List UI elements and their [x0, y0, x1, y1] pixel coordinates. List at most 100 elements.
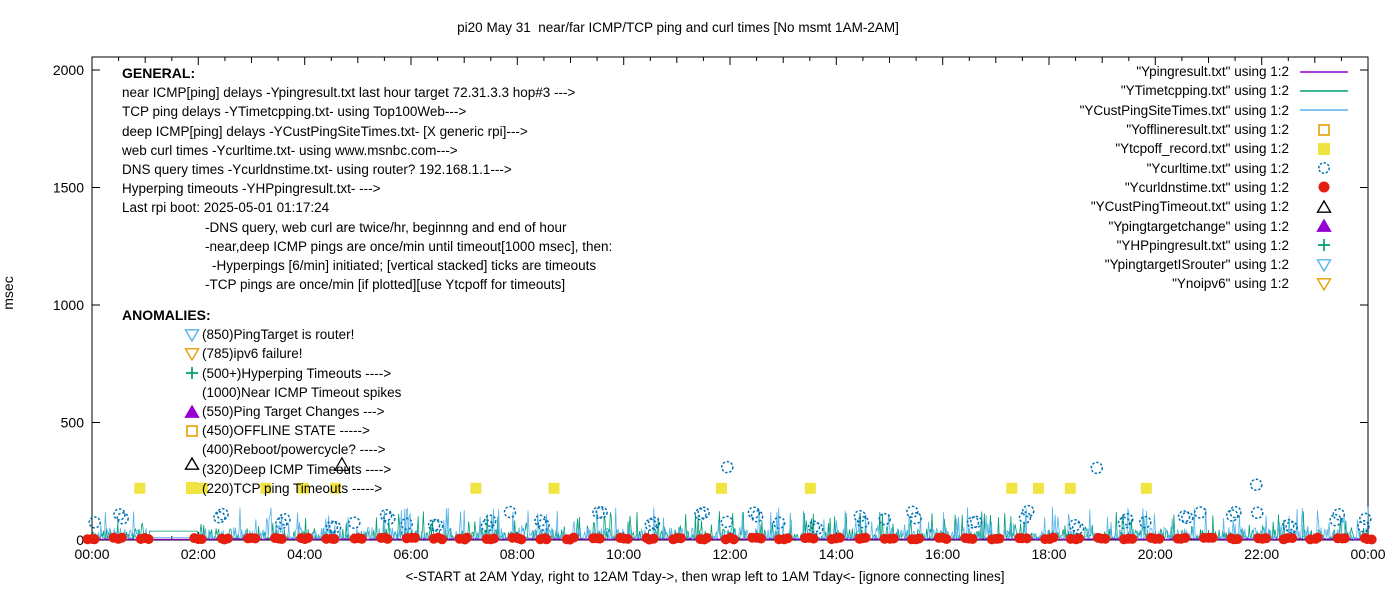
anomaly-item: (320)Deep ICMP Timeouts ---->: [122, 456, 401, 479]
general-line: -DNS query, web curl are twice/hr, begin…: [205, 219, 567, 235]
anomaly-text: (400)Reboot/powercycle? ---->: [202, 442, 386, 458]
triangle-up-filled-purple-icon: [1296, 218, 1352, 234]
anomaly-item: (550)Ping Target Changes --->: [122, 402, 401, 421]
anomaly-text: (450)OFFLINE STATE ----->: [202, 423, 370, 439]
general-line: Last rpi boot: 2025-05-01 01:17:24: [122, 200, 330, 216]
anomaly-text: (1000)Near ICMP Timeout spikes: [202, 384, 402, 400]
triangle-down-open-skyblue-icon: [1296, 257, 1352, 273]
y-axis-label: msec: [0, 276, 16, 310]
svg-text:12:00: 12:00: [712, 546, 747, 562]
svg-text:10:00: 10:00: [606, 546, 641, 562]
general-line: near ICMP[ping] delays -Ypingresult.txt …: [122, 85, 576, 101]
legend-item: "Ypingtargetchange" using 1:2: [1080, 216, 1352, 235]
anomaly-text: (850)PingTarget is router!: [202, 327, 355, 343]
svg-text:0: 0: [76, 532, 84, 548]
triangle-down-open-orange-icon: [184, 346, 202, 362]
anomaly-item: (450)OFFLINE STATE ----->: [122, 421, 401, 440]
legend-item: "Ytcpoff_record.txt" using 1:2: [1080, 139, 1352, 158]
circle-open-blue-icon: [1296, 160, 1352, 176]
anomaly-item: (220)TCP ping Timeouts ----->: [122, 479, 401, 498]
legend-label: "Ypingresult.txt" using 1:2: [1136, 64, 1289, 80]
general-line: Hyperping timeouts -YHPpingresult.txt- -…: [122, 181, 381, 197]
svg-text:00:00: 00:00: [1350, 546, 1385, 562]
legend-label: "Ytcpoff_record.txt" using 1:2: [1115, 141, 1289, 157]
general-line: deep ICMP[ping] delays -YCustPingSiteTim…: [122, 123, 528, 139]
legend-label: "YHPpingresult.txt" using 1:2: [1116, 237, 1289, 253]
svg-text:02:00: 02:00: [181, 546, 216, 562]
legend-item: "YTimetcpping.txt" using 1:2: [1080, 81, 1352, 100]
legend-item: "YHPpingresult.txt" using 1:2: [1080, 236, 1352, 255]
general-notes: GENERAL: near ICMP[ping] delays -Ypingre…: [122, 64, 612, 294]
svg-text:500: 500: [61, 415, 85, 431]
general-line: DNS query times -Ycurldnstime.txt- using…: [122, 161, 512, 177]
legend-label: "Ypingtargetchange" using 1:2: [1108, 218, 1289, 234]
legend-label: "YpingtargetISrouter" using 1:2: [1104, 257, 1289, 273]
line-skyblue-icon: [1296, 102, 1352, 118]
legend-label: "YCustPingSiteTimes.txt" using 1:2: [1079, 102, 1289, 118]
legend-item: "Ycurltime.txt" using 1:2: [1080, 158, 1352, 177]
square-open-orange-icon: [184, 423, 202, 439]
legend: "Ypingresult.txt" using 1:2 "YTimetcpping…: [1080, 62, 1352, 294]
legend-item: "Ynoipv6" using 1:2: [1080, 274, 1352, 293]
line-teal-icon: [1296, 83, 1352, 99]
triangle-up-filled-purple-icon: [184, 404, 202, 420]
legend-item: "Ypingresult.txt" using 1:2: [1080, 62, 1352, 81]
legend-item: "YpingtargetISrouter" using 1:2: [1080, 255, 1352, 274]
triangle-up-open-black-icon: [1296, 199, 1352, 215]
svg-text:2000: 2000: [53, 62, 84, 78]
general-line: -Hyperpings [6/min] initiated; [vertical…: [212, 257, 597, 273]
line-purple-icon: [1296, 64, 1352, 80]
triangle-down-open-orange-icon: [1296, 276, 1352, 292]
square-filled-yellow-icon: [1296, 141, 1352, 157]
svg-text:08:00: 08:00: [500, 546, 535, 562]
anomalies-header: ANOMALIES:: [122, 307, 211, 323]
anomaly-text: (550)Ping Target Changes --->: [202, 404, 385, 420]
anomaly-item: (850)PingTarget is router!: [122, 325, 401, 344]
triangle-up-open-black-icon: [184, 456, 202, 472]
legend-label: "Ycurldnstime.txt" using 1:2: [1124, 179, 1289, 195]
no-marker: [184, 384, 202, 400]
svg-text:06:00: 06:00: [393, 546, 428, 562]
legend-label: "YCustPingTimeout.txt" using 1:2: [1090, 199, 1289, 215]
svg-text:22:00: 22:00: [1244, 546, 1279, 562]
svg-text:18:00: 18:00: [1031, 546, 1066, 562]
svg-text:04:00: 04:00: [287, 546, 322, 562]
square-open-orange-icon: [1296, 122, 1352, 138]
legend-item: "YCustPingTimeout.txt" using 1:2: [1080, 197, 1352, 216]
chart-title: pi20 May 31 near/far ICMP/TCP ping and c…: [457, 20, 899, 35]
svg-text:00:00: 00:00: [74, 546, 109, 562]
square-filled-yellow-icon: [184, 480, 202, 496]
anomaly-item: (1000)Near ICMP Timeout spikes: [122, 383, 401, 402]
anomaly-item: (400)Reboot/powercycle? ---->: [122, 440, 401, 459]
x-axis-caption: <-START at 2AM Yday, right to 12AM Tday-…: [405, 569, 1005, 584]
svg-text:1000: 1000: [53, 297, 84, 313]
triangle-down-open-skyblue-icon: [184, 327, 202, 343]
legend-label: "Ynoipv6" using 1:2: [1172, 276, 1289, 292]
anomalies-notes: ANOMALIES: (850)PingTarget is router! (78…: [122, 306, 401, 498]
legend-item: "Ycurldnstime.txt" using 1:2: [1080, 178, 1352, 197]
legend-label: "Ycurltime.txt" using 1:2: [1146, 160, 1289, 176]
svg-text:20:00: 20:00: [1138, 546, 1173, 562]
legend-item: "YCustPingSiteTimes.txt" using 1:2: [1080, 101, 1352, 120]
anomaly-item: (500+)Hyperping Timeouts ---->: [122, 364, 401, 383]
svg-text:14:00: 14:00: [819, 546, 854, 562]
general-line: -near,deep ICMP pings are once/min until…: [205, 238, 613, 254]
anomaly-text: (220)TCP ping Timeouts ----->: [202, 480, 383, 496]
general-header: GENERAL:: [122, 65, 196, 81]
plus-teal-icon: [184, 365, 202, 381]
anomaly-text: (785)ipv6 failure!: [202, 346, 303, 362]
anomaly-text: (320)Deep ICMP Timeouts ---->: [202, 461, 392, 477]
legend-label: "Yofflineresult.txt" using 1:2: [1126, 122, 1289, 138]
plus-teal-icon: [1296, 237, 1352, 253]
general-line: -TCP pings are once/min [if plotted][use…: [205, 277, 566, 293]
anomaly-item: (785)ipv6 failure!: [122, 344, 401, 363]
general-line: TCP ping delays -YTimetcpping.txt- using…: [122, 104, 467, 120]
legend-item: "Yofflineresult.txt" using 1:2: [1080, 120, 1352, 139]
svg-text:1500: 1500: [53, 180, 84, 196]
general-line: web curl times -Ycurltime.txt- using www…: [122, 142, 458, 158]
circle-filled-red-icon: [1296, 179, 1352, 195]
svg-text:16:00: 16:00: [925, 546, 960, 562]
anomaly-text: (500+)Hyperping Timeouts ---->: [202, 365, 392, 381]
